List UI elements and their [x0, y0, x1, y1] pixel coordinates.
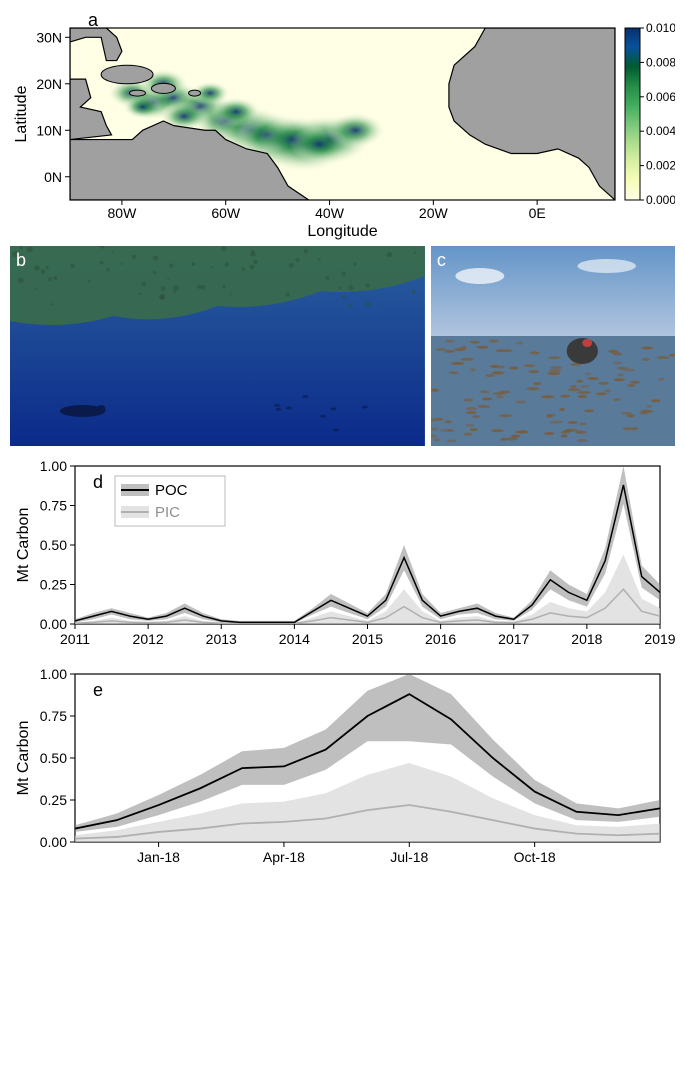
svg-text:20N: 20N [36, 76, 62, 92]
svg-text:0.00: 0.00 [40, 616, 67, 632]
svg-text:0.00: 0.00 [40, 834, 67, 850]
svg-text:e: e [93, 680, 103, 700]
svg-text:2015: 2015 [352, 631, 383, 647]
svg-text:2019: 2019 [644, 631, 675, 647]
panel-d-chart: 0.00 0.25 0.50 0.75 1.00 2011 2012 2013 2014 2015… [10, 454, 675, 654]
svg-text:POC: POC [155, 482, 188, 499]
panel-label-b: b [16, 250, 26, 271]
svg-text:PIC: PIC [155, 504, 180, 521]
svg-text:0.50: 0.50 [40, 750, 67, 766]
photo-row: b c [10, 246, 675, 446]
svg-text:0N: 0N [44, 169, 62, 185]
svg-text:0.006: 0.006 [646, 90, 675, 104]
svg-text:0.008: 0.008 [646, 55, 675, 69]
svg-text:0.010: 0.010 [646, 21, 675, 35]
svg-text:0.004: 0.004 [646, 124, 675, 138]
svg-text:2014: 2014 [279, 631, 310, 647]
svg-text:Oct-18: Oct-18 [514, 849, 556, 865]
svg-text:d: d [93, 472, 103, 492]
svg-text:Apr-18: Apr-18 [263, 849, 305, 865]
panel-b-photo: b [10, 246, 425, 446]
svg-text:20W: 20W [419, 205, 449, 221]
svg-text:Mt Carbon: Mt Carbon [15, 508, 32, 583]
svg-text:0.000: 0.000 [646, 193, 675, 207]
svg-text:40W: 40W [315, 205, 345, 221]
svg-text:80W: 80W [108, 205, 138, 221]
svg-text:0.75: 0.75 [40, 498, 67, 514]
panel-a-map: 80W 60W 40W 20W 0E 0N 10N 20N 30N Longitude Latitu… [10, 10, 675, 240]
svg-text:2011: 2011 [60, 631, 90, 647]
svg-text:0E: 0E [529, 205, 546, 221]
svg-text:0.50: 0.50 [40, 537, 67, 553]
svg-text:Latitude: Latitude [13, 85, 30, 142]
panel-c-photo: c [431, 246, 675, 446]
svg-text:0.25: 0.25 [40, 792, 67, 808]
svg-text:0.75: 0.75 [40, 708, 67, 724]
svg-text:0.25: 0.25 [40, 577, 67, 593]
svg-text:0.002: 0.002 [646, 159, 675, 173]
svg-text:Longitude: Longitude [307, 223, 377, 240]
svg-text:30N: 30N [36, 29, 62, 45]
svg-text:2016: 2016 [425, 631, 456, 647]
svg-text:Jan-18: Jan-18 [137, 849, 180, 865]
svg-text:10N: 10N [36, 122, 62, 138]
panel-e-chart: 0.00 0.25 0.50 0.75 1.00 Jan-18 Apr-18 Jul-18 Oc… [10, 662, 675, 877]
svg-text:1.00: 1.00 [40, 666, 67, 682]
panel-label-c: c [437, 250, 446, 271]
svg-text:2018: 2018 [571, 631, 602, 647]
svg-text:1.00: 1.00 [40, 458, 67, 474]
svg-text:Mt Carbon: Mt Carbon [15, 721, 32, 796]
svg-text:2012: 2012 [133, 631, 164, 647]
svg-text:60W: 60W [211, 205, 241, 221]
svg-text:2013: 2013 [206, 631, 237, 647]
svg-text:2017: 2017 [498, 631, 529, 647]
svg-text:a: a [88, 10, 99, 30]
svg-text:Jul-18: Jul-18 [390, 849, 428, 865]
